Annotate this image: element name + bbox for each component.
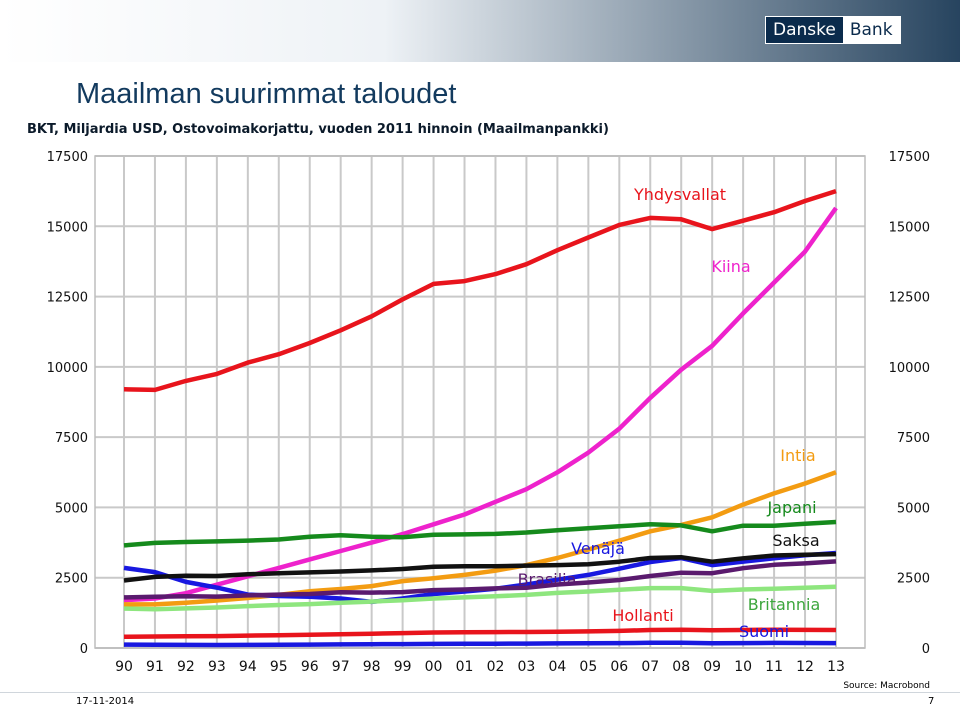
series-label: Saksa — [772, 531, 819, 550]
x-tick-label: 07 — [641, 659, 659, 675]
x-tick-label: 08 — [672, 659, 690, 675]
x-tick-label: 05 — [579, 659, 597, 675]
chart-series-labels: Yhdysvallat Kiina Intia Japani Venäjä Saksa Br… — [518, 185, 821, 641]
x-tick-label: 94 — [239, 659, 257, 675]
y-tick-label-left: 15000 — [47, 220, 88, 235]
header-banner: Danske Bank — [0, 0, 960, 62]
series-label: Intia — [780, 446, 815, 465]
x-tick-label: 01 — [456, 659, 474, 675]
x-tick-label: 03 — [518, 659, 536, 675]
y-tick-label-left: 2500 — [55, 572, 88, 587]
y-tick-label-right: 7500 — [897, 431, 930, 446]
y-tick-label-right: 10000 — [889, 361, 930, 376]
x-tick-label: 90 — [115, 659, 133, 675]
footer-page-number: 7 — [928, 696, 935, 707]
x-tick-label: 00 — [425, 659, 443, 675]
series-line — [123, 551, 837, 583]
x-tick-label: 02 — [487, 659, 505, 675]
x-tick-label: 13 — [827, 659, 845, 675]
y-tick-label-left: 5000 — [55, 501, 88, 516]
y-tick-label-left: 17500 — [47, 150, 88, 165]
series-line — [124, 470, 837, 607]
series-line — [123, 206, 838, 603]
y-tick-label-right: 0 — [922, 642, 930, 657]
series-label: Japani — [766, 498, 816, 517]
logo-brand-left: Danske — [766, 17, 843, 43]
chart-series — [123, 188, 838, 648]
series-line — [123, 584, 837, 612]
y-tick-label-right: 2500 — [897, 572, 930, 587]
x-tick-label: 09 — [703, 659, 721, 675]
chart-source: Source: Macrobond — [843, 681, 930, 691]
series-line — [123, 559, 837, 600]
x-tick-label: 95 — [270, 659, 288, 675]
x-tick-label: 11 — [765, 659, 783, 675]
footer-date: 17-11-2014 — [76, 696, 135, 707]
series-line — [123, 627, 837, 640]
series-label: Hollanti — [612, 606, 673, 625]
x-tick-label: 06 — [610, 659, 628, 675]
danske-bank-logo: Danske Bank — [765, 16, 901, 44]
x-tick-label: 96 — [301, 659, 319, 675]
page-title: Maailman suurimmat taloudet — [76, 78, 457, 110]
series-line — [123, 188, 837, 393]
x-tick-label: 99 — [394, 659, 412, 675]
footer-divider — [0, 692, 960, 693]
y-tick-label-right: 17500 — [889, 150, 930, 165]
x-tick-label: 92 — [177, 659, 195, 675]
series-label: Suomi — [739, 622, 789, 641]
x-tick-label: 10 — [734, 659, 752, 675]
x-tick-label: 04 — [548, 659, 566, 675]
logo-brand-right: Bank — [842, 17, 900, 43]
x-tick-label: 97 — [332, 659, 350, 675]
series-line — [123, 519, 837, 548]
series-label: Britannia — [748, 595, 821, 614]
y-tick-label-left: 7500 — [55, 431, 88, 446]
y-tick-label-left: 10000 — [47, 361, 88, 376]
chart-subtitle: BKT, Miljardia USD, Ostovoimakorjattu, v… — [27, 122, 609, 137]
y-tick-label-right: 5000 — [897, 501, 930, 516]
y-tick-label-right: 12500 — [889, 291, 930, 306]
x-tick-label: 93 — [208, 659, 226, 675]
plot-frame — [94, 155, 866, 649]
y-tick-label-left: 12500 — [47, 291, 88, 306]
y-tick-label-right: 15000 — [889, 220, 930, 235]
series-label: Brasilia — [518, 570, 577, 589]
series-label: Venäjä — [571, 539, 625, 558]
x-tick-label: 98 — [363, 659, 381, 675]
x-tick-label: 91 — [146, 659, 164, 675]
series-label: Yhdysvallat — [633, 185, 726, 204]
x-tick-label: 12 — [796, 659, 814, 675]
series-label: Kiina — [711, 257, 750, 276]
series-line — [123, 640, 837, 648]
y-tick-label-left: 0 — [80, 642, 88, 657]
